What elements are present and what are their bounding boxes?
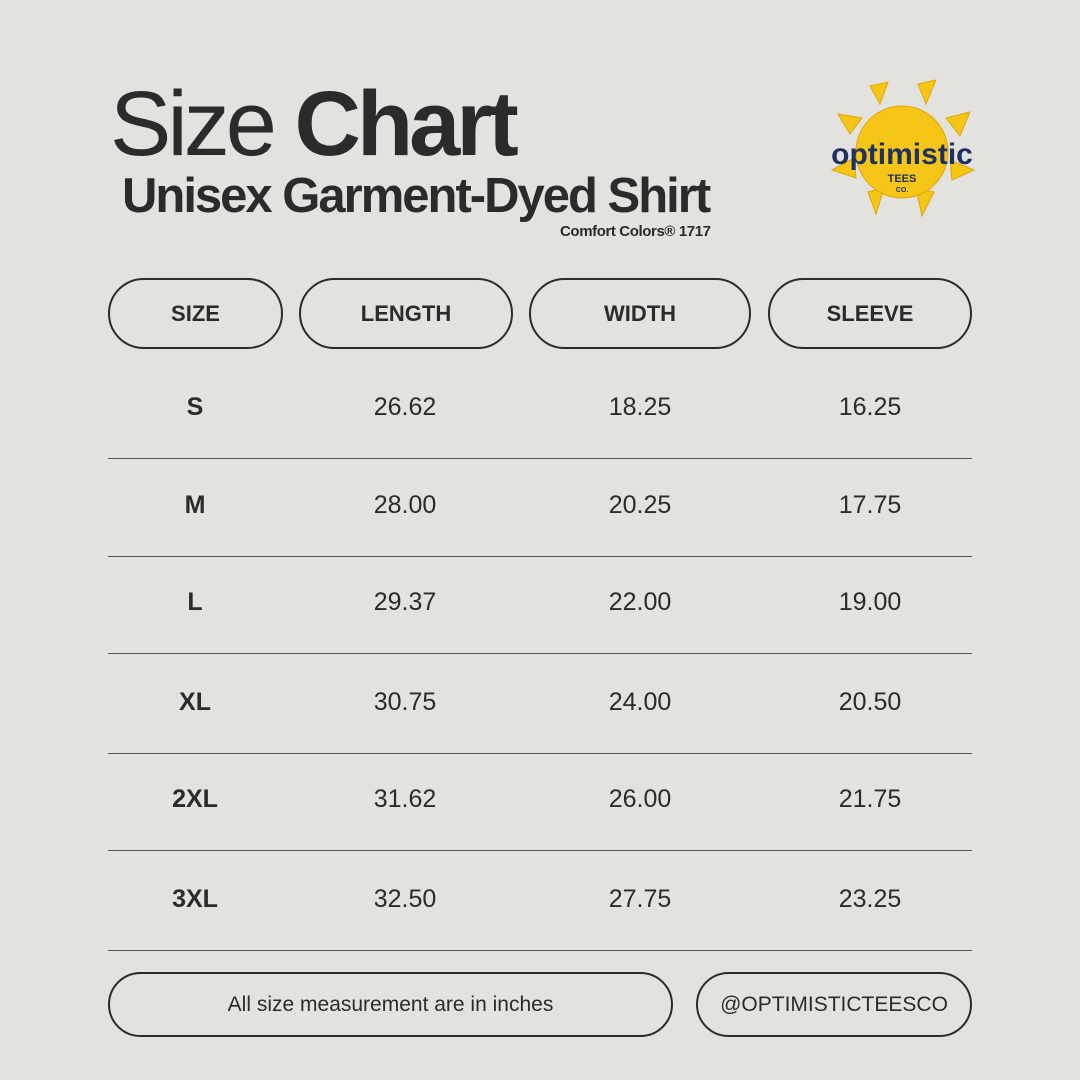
cell-length: 26.62: [373, 393, 437, 421]
cell-sleeve: 16.25: [838, 393, 902, 421]
header-size: SIZE: [108, 278, 283, 349]
svg-text:TEES: TEES: [888, 173, 917, 185]
row-divider: [108, 950, 972, 951]
cell-size: XL: [179, 688, 211, 716]
page-title: Size Chart: [110, 73, 519, 175]
cell-length: 30.75: [373, 688, 437, 716]
cell-size: 2XL: [172, 785, 218, 813]
header-sleeve: SLEEVE: [768, 278, 972, 349]
cell-length: 31.62: [373, 785, 437, 813]
product-model: Comfort Colors® 1717: [560, 223, 711, 240]
cell-size: M: [184, 491, 206, 519]
row-divider: [108, 458, 972, 459]
row-divider: [108, 653, 972, 654]
cell-sleeve: 20.50: [838, 688, 902, 716]
cell-size: 3XL: [172, 885, 218, 913]
cell-length: 32.50: [373, 885, 437, 913]
cell-sleeve: 17.75: [838, 491, 902, 519]
cell-sleeve: 23.25: [838, 885, 902, 913]
row-divider: [108, 556, 972, 557]
header-length: LENGTH: [299, 278, 513, 349]
row-divider: [108, 753, 972, 754]
cell-width: 27.75: [608, 885, 672, 913]
social-handle: @OPTIMISTICTEESCO: [696, 972, 972, 1037]
cell-size: L: [187, 588, 203, 616]
svg-text:optimistic: optimistic: [831, 138, 973, 171]
cell-width: 24.00: [608, 688, 672, 716]
product-subtitle: Unisex Garment-Dyed Shirt: [122, 169, 711, 223]
cell-length: 29.37: [373, 588, 437, 616]
cell-sleeve: 19.00: [838, 588, 902, 616]
cell-length: 28.00: [373, 491, 437, 519]
row-divider: [108, 850, 972, 851]
cell-width: 20.25: [608, 491, 672, 519]
units-note: All size measurement are in inches: [108, 972, 673, 1037]
header-width: WIDTH: [529, 278, 751, 349]
cell-sleeve: 21.75: [838, 785, 902, 813]
svg-text:CO.: CO.: [896, 187, 909, 194]
cell-width: 18.25: [608, 393, 672, 421]
logo-sun-icon: optimistic TEES CO.: [830, 79, 976, 218]
cell-width: 26.00: [608, 785, 672, 813]
cell-size: S: [186, 393, 204, 421]
cell-width: 22.00: [608, 588, 672, 616]
